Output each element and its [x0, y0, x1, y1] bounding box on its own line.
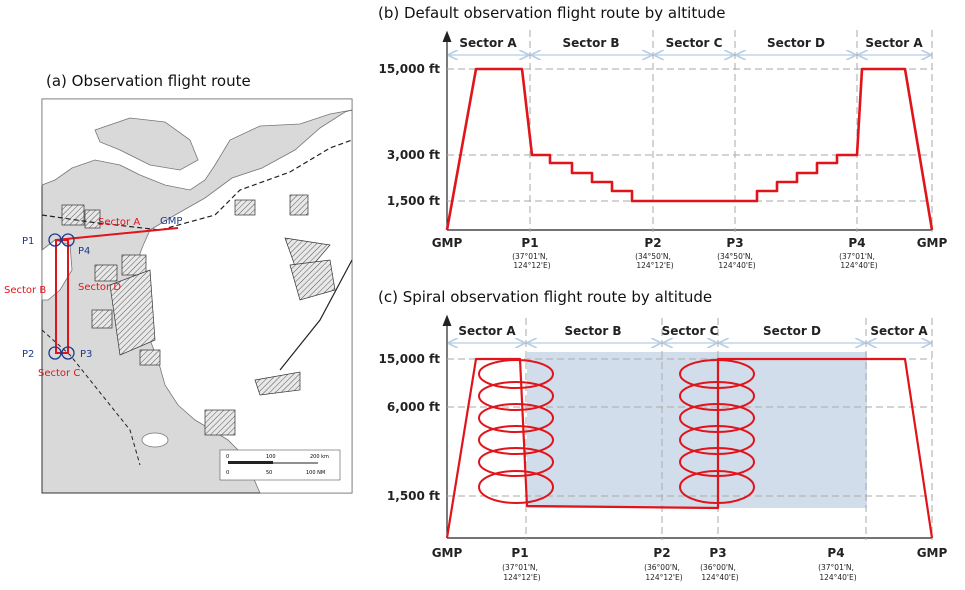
chart-c-sector-label-2: Sector B	[564, 324, 621, 338]
chart-c-p4-coord-lon: 124°40'E)	[819, 573, 856, 582]
map-scale-bar: 0 100 200 km 0 50 100 NM	[219, 449, 341, 481]
chart-b-p4-coord-lon: 124°40'E)	[840, 261, 877, 270]
chart-b-p3-coord-lon: 124°40'E)	[718, 261, 755, 270]
scale-tick2-50: 50	[266, 470, 272, 476]
map-label-sector-d: Sector D	[78, 282, 121, 293]
chart-b-p4-coord-lat: (37°01'N,	[839, 252, 875, 261]
chart-c-sector-label-1: Sector A	[458, 324, 516, 338]
chart-b-dividers	[529, 30, 933, 232]
chart-c-p3-coord-lon: 124°40'E)	[701, 573, 738, 582]
chart-b: Sector A Sector B Sector C Sector D Sect…	[379, 30, 948, 270]
chart-b-sector-label-2: Sector B	[562, 36, 619, 50]
chart-c-spiral-left	[478, 359, 554, 504]
map-jeju-island	[141, 432, 169, 448]
chart-b-p2-coord-lon: 124°12'E)	[636, 261, 673, 270]
chart-b-x-p2: P2	[644, 236, 661, 250]
chart-b-x-p1: P1	[521, 236, 538, 250]
chart-b-x-gmp-start: GMP	[432, 236, 463, 250]
scale-tick-0: 0	[226, 454, 229, 460]
map-label-p1: P1	[22, 236, 34, 247]
chart-b-x-p4: P4	[848, 236, 865, 250]
map-point-markers	[48, 233, 75, 360]
chart-b-x-gmp-end: GMP	[917, 236, 948, 250]
chart-c: Sector A Sector B Sector C Sector D Sect…	[379, 314, 948, 582]
chart-b-y-arrow	[442, 30, 452, 43]
chart-c-sector-label-5: Sector A	[870, 324, 928, 338]
chart-c-x-p1: P1	[511, 546, 528, 560]
map-label-p3: P3	[80, 349, 92, 360]
chart-c-altitude-profile	[445, 357, 934, 539]
scale-tick-200: 200 km	[310, 454, 329, 460]
chart-c-p1-coord-lat: (37°01'N,	[502, 563, 538, 572]
map-label-sector-c: Sector C	[38, 368, 80, 379]
chart-c-x-p4: P4	[827, 546, 844, 560]
chart-c-spiral-right	[679, 359, 755, 504]
map-restricted-zones	[61, 194, 336, 436]
chart-c-sector-label-4: Sector D	[763, 324, 821, 338]
chart-c-ytick-15000: 15,000 ft	[379, 352, 441, 366]
map-label-p2: P2	[22, 349, 34, 360]
chart-c-p1-coord-lon: 124°12'E)	[503, 573, 540, 582]
chart-b-altitude-profile	[445, 67, 934, 231]
chart-b-sector-label-5: Sector A	[865, 36, 923, 50]
chart-c-ytick-1500: 1,500 ft	[387, 489, 440, 503]
chart-c-ytick-6000: 6,000 ft	[387, 400, 440, 414]
scale-tick-100: 100	[266, 454, 276, 460]
panel-a-title: (a) Observation flight route	[46, 72, 251, 90]
map-fir-boundary	[41, 139, 353, 231]
chart-c-x-gmp-start: GMP	[432, 546, 463, 560]
chart-b-x-p3: P3	[726, 236, 743, 250]
map-label-sector-a: Sector A	[98, 217, 140, 228]
map-label-p4: P4	[78, 246, 90, 257]
chart-b-ytick-1500: 1,500 ft	[387, 194, 440, 208]
chart-c-p4-coord-lat: (37°01'N,	[818, 563, 854, 572]
map-panel: 0 100 200 km 0 50 100 NM GMP P1 P4 P2 P3…	[4, 98, 353, 494]
chart-b-sector-label-4: Sector D	[767, 36, 825, 50]
chart-c-p3-coord-lat: (36°00'N,	[700, 563, 736, 572]
chart-b-p1-coord-lon: 124°12'E)	[513, 261, 550, 270]
chart-b-p1-coord-lat: (37°01'N,	[512, 252, 548, 261]
panel-c-title: (c) Spiral observation flight route by a…	[378, 288, 713, 306]
chart-c-grid	[447, 358, 932, 497]
chart-b-p2-coord-lat: (34°50'N,	[635, 252, 671, 261]
chart-b-p3-coord-lat: (34°50'N,	[717, 252, 753, 261]
chart-b-ytick-3000: 3,000 ft	[387, 148, 440, 162]
panel-b-title: (b) Default observation flight route by …	[378, 4, 726, 22]
chart-b-ytick-15000: 15,000 ft	[379, 62, 441, 76]
chart-c-p2-coord-lon: 124°12'E)	[645, 573, 682, 582]
chart-c-p2-coord-lat: (36°00'N,	[644, 563, 680, 572]
chart-b-sector-label-1: Sector A	[459, 36, 517, 50]
map-fir-boundary-east	[279, 259, 353, 371]
chart-c-x-p3: P3	[709, 546, 726, 560]
map-bay	[94, 117, 199, 171]
chart-c-sector-label-3: Sector C	[662, 324, 719, 338]
map-label-gmp: GMP	[160, 216, 182, 227]
chart-c-dividers	[525, 318, 933, 540]
map-label-sector-b: Sector B	[4, 285, 46, 296]
scale-tick2-100: 100 NM	[306, 470, 325, 476]
chart-c-x-gmp-end: GMP	[917, 546, 948, 560]
chart-b-sector-label-3: Sector C	[666, 36, 723, 50]
chart-c-x-p2: P2	[653, 546, 670, 560]
chart-c-y-arrow	[442, 314, 452, 327]
scale-tick2-0: 0	[226, 470, 229, 476]
